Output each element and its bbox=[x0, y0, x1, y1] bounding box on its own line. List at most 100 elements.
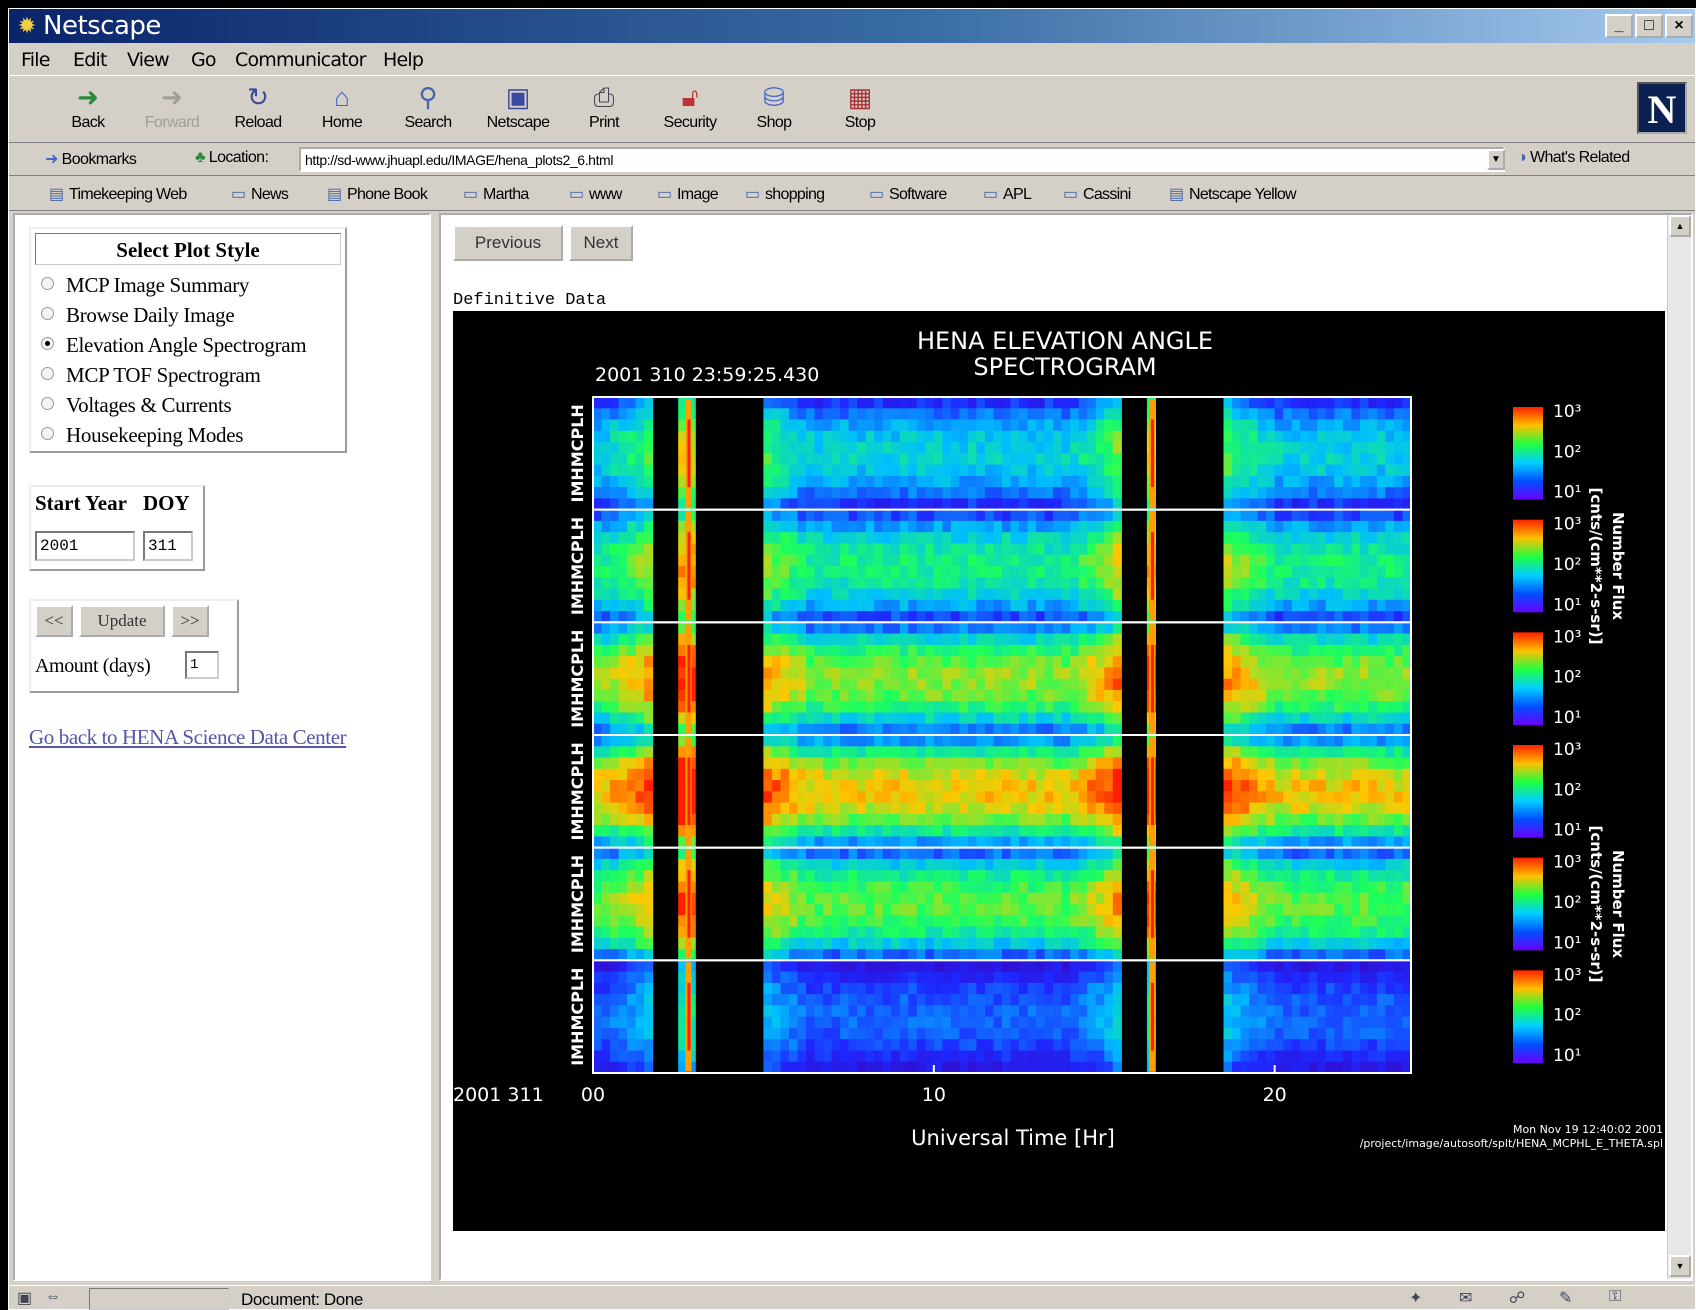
heatmap-cell bbox=[891, 543, 901, 556]
option-housekeeping-modes[interactable]: Housekeeping Modes bbox=[41, 423, 243, 448]
scroll-down-arrow-icon[interactable]: ▼ bbox=[1669, 1255, 1691, 1277]
menu-edit[interactable]: Edit bbox=[73, 49, 107, 71]
whats-related-button[interactable]: ◑ What's Related bbox=[1517, 149, 1630, 166]
navigator-icon[interactable]: ✦ bbox=[1409, 1290, 1423, 1307]
bookmark-shopping[interactable]: ▭ shopping bbox=[745, 186, 825, 203]
shop-button[interactable]: ⛁ Shop bbox=[756, 82, 793, 131]
menu-view[interactable]: View bbox=[127, 49, 170, 71]
heatmap-cell bbox=[780, 667, 790, 680]
radio-button[interactable] bbox=[41, 277, 54, 290]
security-status-icon[interactable]: ⚿ bbox=[1609, 1288, 1622, 1305]
stop-button[interactable]: ▦ Stop bbox=[844, 82, 876, 131]
heatmap-cell bbox=[1002, 735, 1012, 747]
radio-button[interactable] bbox=[41, 397, 54, 410]
heatmap-cell bbox=[976, 509, 986, 522]
radio-button[interactable] bbox=[41, 307, 54, 320]
search-button[interactable]: ⚲ Search bbox=[404, 82, 452, 131]
option-mcp-tof-spectrogram[interactable]: MCP TOF Spectrogram bbox=[41, 363, 261, 388]
next-button[interactable]: Next bbox=[569, 225, 633, 261]
heatmap-cell bbox=[618, 780, 628, 792]
close-button[interactable]: × bbox=[1665, 14, 1693, 38]
composer-icon[interactable]: ✎ bbox=[1559, 1290, 1573, 1307]
heatmap-cell bbox=[1402, 802, 1412, 815]
option-mcp-image-summary[interactable]: MCP Image Summary bbox=[41, 273, 249, 298]
netscape-logo[interactable]: N bbox=[1637, 82, 1687, 134]
url-field[interactable] bbox=[299, 147, 1505, 172]
heatmap-cell bbox=[1359, 1005, 1369, 1018]
heatmap-cell bbox=[908, 397, 918, 409]
heatmap-cell bbox=[1300, 982, 1310, 995]
heatmap-cell bbox=[985, 780, 995, 792]
radio-button-selected[interactable] bbox=[41, 337, 54, 350]
heatmap-cell bbox=[857, 937, 867, 950]
heatmap-cell bbox=[1249, 712, 1259, 725]
home-button[interactable]: ⌂ Home bbox=[321, 82, 363, 131]
reload-button[interactable]: ↻ Reload bbox=[234, 82, 282, 131]
menu-help[interactable]: Help bbox=[383, 49, 424, 71]
security-button[interactable]: 🔓︎ Security bbox=[663, 82, 718, 131]
bookmark-timekeeping-web[interactable]: ▤ Timekeeping Web bbox=[49, 186, 187, 203]
bookmark-apl[interactable]: ▭ APL bbox=[983, 186, 1032, 203]
radio-button[interactable] bbox=[41, 427, 54, 440]
heatmap-cell bbox=[1274, 746, 1284, 759]
minimize-button[interactable]: _ bbox=[1605, 14, 1633, 38]
heatmap-cell bbox=[1359, 678, 1369, 691]
heatmap-cell bbox=[1376, 870, 1386, 883]
heatmap-cell bbox=[1385, 949, 1395, 961]
print-button[interactable]: ⎙ Print bbox=[589, 82, 620, 131]
heatmap-cell bbox=[865, 836, 875, 849]
bookmark-cassini[interactable]: ▭ Cassini bbox=[1063, 186, 1131, 203]
heatmap-cell bbox=[1402, 419, 1412, 432]
heatmap-cell bbox=[789, 656, 799, 668]
radio-button[interactable] bbox=[41, 367, 54, 380]
doy-input[interactable] bbox=[143, 531, 193, 561]
heatmap-cell bbox=[627, 1050, 637, 1063]
bookmark-netscape-yellow[interactable]: ▤ Netscape Yellow bbox=[1169, 186, 1297, 203]
previous-button[interactable]: Previous bbox=[453, 225, 563, 261]
heatmap-cell bbox=[627, 622, 637, 635]
vertical-scrollbar[interactable]: ▲ ▼ bbox=[1667, 215, 1691, 1279]
bookmark-phone-book[interactable]: ▤ Phone Book bbox=[327, 186, 428, 203]
option-elevation-angle-spectrogram[interactable]: Elevation Angle Spectrogram bbox=[41, 333, 307, 358]
heatmap-cell bbox=[848, 858, 858, 871]
discussion-icon[interactable]: ☍ bbox=[1509, 1290, 1526, 1307]
bookmarks-button[interactable]: ➜ Bookmarks bbox=[45, 151, 137, 168]
previous-day-button[interactable]: << bbox=[35, 605, 73, 637]
heatmap-cell bbox=[908, 577, 918, 590]
heatmap-cell bbox=[882, 802, 892, 815]
bookmark-www[interactable]: ▭ www bbox=[569, 186, 622, 203]
back-button[interactable]: ➜ Back bbox=[71, 82, 105, 131]
heatmap-cell bbox=[1002, 892, 1012, 905]
back-to-science-center-link[interactable]: Go back to HENA Science Data Center bbox=[29, 725, 347, 749]
menu-go[interactable]: Go bbox=[191, 49, 217, 71]
heatmap-cell bbox=[950, 464, 960, 477]
heatmap-cell bbox=[1087, 915, 1097, 928]
scroll-up-arrow-icon[interactable]: ▲ bbox=[1669, 215, 1691, 237]
heatmap-cell bbox=[985, 644, 995, 657]
bookmark-martha[interactable]: ▭ Martha bbox=[463, 186, 529, 203]
amount-input[interactable] bbox=[185, 651, 219, 679]
mail-icon[interactable]: ✉ bbox=[1459, 1290, 1473, 1307]
update-button[interactable]: Update bbox=[79, 605, 165, 637]
menu-communicator[interactable]: Communicator bbox=[235, 49, 366, 71]
heatmap-cell bbox=[1044, 881, 1054, 894]
url-dropdown-button[interactable]: ▼ bbox=[1487, 149, 1505, 170]
heatmap-cell bbox=[1232, 397, 1242, 409]
menu-file[interactable]: File bbox=[21, 49, 50, 71]
netscape-button[interactable]: ▣ Netscape bbox=[486, 82, 550, 131]
heatmap-cell bbox=[1002, 656, 1012, 668]
option-voltages-currents[interactable]: Voltages & Currents bbox=[41, 393, 232, 418]
heatmap-cell bbox=[1334, 442, 1344, 454]
start-year-input[interactable] bbox=[35, 531, 135, 561]
bookmark-image[interactable]: ▭ Image bbox=[657, 186, 719, 203]
heatmap-cell bbox=[1274, 960, 1284, 973]
heatmap-cell bbox=[1002, 960, 1012, 973]
bookmark-news[interactable]: ▭ News bbox=[231, 186, 289, 203]
maximize-button[interactable]: □ bbox=[1635, 14, 1663, 38]
heatmap-cell bbox=[950, 870, 960, 883]
option-browse-daily-image[interactable]: Browse Daily Image bbox=[41, 303, 235, 328]
bookmark-software[interactable]: ▭ Software bbox=[869, 186, 947, 203]
heatmap-cell bbox=[1308, 599, 1318, 612]
next-day-button[interactable]: >> bbox=[171, 605, 209, 637]
forward-button[interactable]: ➜ Forward bbox=[144, 82, 200, 131]
